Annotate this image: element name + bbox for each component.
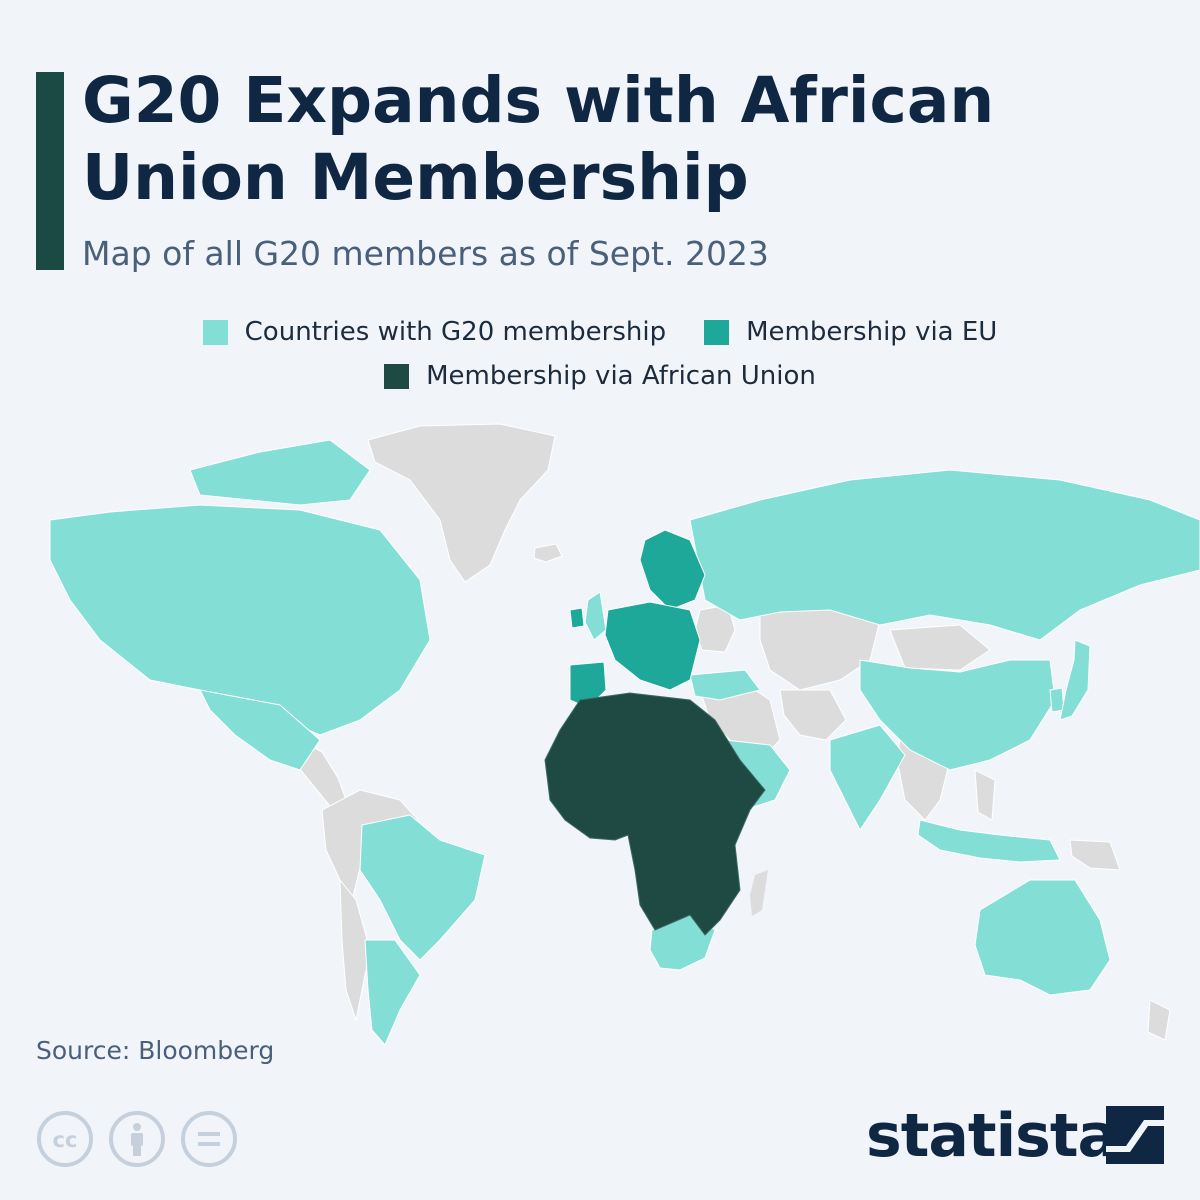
madagascar-nonmember <box>750 870 768 916</box>
russia <box>689 469 1200 641</box>
canada-usa <box>49 504 431 736</box>
cc-icon[interactable]: cc <box>36 1110 94 1168</box>
greenland <box>367 423 556 583</box>
legend-swatch-g20-member <box>202 319 228 345</box>
g20-member-regions <box>49 439 1200 1046</box>
title-accent-bar <box>36 72 64 270</box>
brazil <box>359 814 486 961</box>
legend-item-eu: Membership via EU <box>704 315 997 349</box>
no-derivatives-icon[interactable] <box>180 1110 238 1168</box>
indonesia <box>917 819 1061 863</box>
svg-text:cc: cc <box>53 1128 78 1152</box>
legend-label-eu: Membership via EU <box>746 317 998 347</box>
southern-cone-west <box>339 878 371 1022</box>
attribution-icon[interactable] <box>108 1110 166 1168</box>
japan <box>1059 639 1091 721</box>
new-zealand <box>1147 999 1171 1041</box>
statista-logo-icon <box>1106 1106 1164 1164</box>
australia <box>974 879 1111 996</box>
canada-arctic <box>189 439 371 506</box>
mongolia <box>889 624 991 671</box>
ireland <box>569 607 585 629</box>
png-pacific <box>1069 839 1121 871</box>
eu-member-regions <box>569 529 706 709</box>
page-title: G20 Expands with African Union Membershi… <box>82 64 995 214</box>
world-map <box>49 423 1200 1046</box>
legend-row-2: Membership via African Union <box>0 359 1200 393</box>
iceland <box>533 543 563 563</box>
source-note: Source: Bloomberg <box>36 1036 275 1065</box>
legend-label-g20-member: Countries with G20 membership <box>244 317 667 347</box>
page-subtitle: Map of all G20 members as of Sept. 2023 <box>82 234 769 273</box>
legend-swatch-african-union <box>384 363 410 389</box>
legend-label-african-union: Membership via African Union <box>426 361 816 391</box>
legend-item-african-union: Membership via African Union <box>384 359 816 393</box>
uk <box>584 591 607 641</box>
india <box>829 724 906 831</box>
philippines <box>974 769 996 821</box>
statista-logo[interactable]: statista <box>866 1100 1166 1172</box>
mexico <box>199 689 321 771</box>
south-asia-west <box>779 689 847 741</box>
central-europe-eu <box>604 601 701 691</box>
nordic-eu <box>639 529 706 611</box>
statista-wordmark: statista <box>866 1101 1118 1171</box>
turkey <box>689 669 761 701</box>
legend-row-1: Countries with G20 membership Membership… <box>0 315 1200 349</box>
africa <box>544 692 766 936</box>
african-union-regions <box>544 692 766 936</box>
china <box>859 659 1056 771</box>
legend-item-g20-member: Countries with G20 membership <box>202 315 667 349</box>
legend-swatch-eu <box>704 319 730 345</box>
argentina <box>364 939 421 1046</box>
